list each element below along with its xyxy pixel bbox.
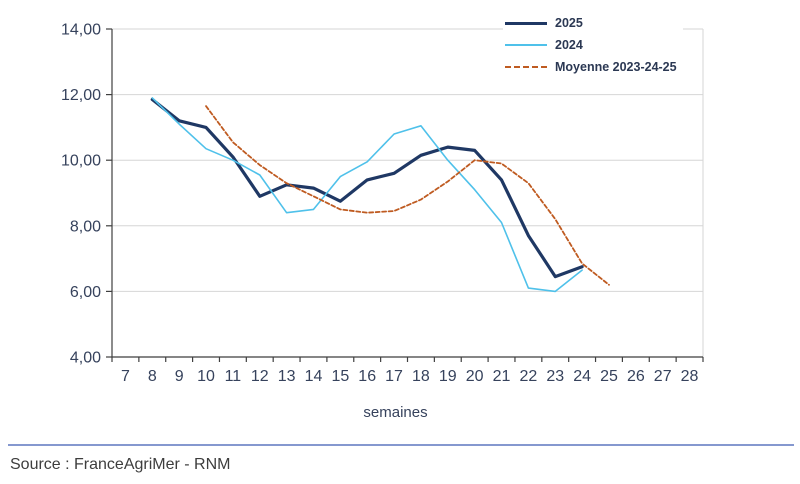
x-tick-label: 27 [654,368,672,385]
y-tick-label: 10,00 [61,153,101,170]
x-tick-label: 19 [439,368,457,385]
x-tick-label: 25 [600,368,618,385]
x-tick-label: 26 [627,368,645,385]
x-tick-label: 14 [305,368,323,385]
legend-line-moyenne-icon [505,66,547,68]
x-tick-label: 15 [331,368,349,385]
legend-item-moyenne: Moyenne 2023-24-25 [505,56,677,78]
x-tick-label: 17 [385,368,403,385]
x-tick-label: 9 [175,368,184,385]
x-tick-label: 16 [358,368,376,385]
x-tick-label: 28 [681,368,699,385]
x-tick-label: 7 [121,368,130,385]
x-tick-label: 23 [546,368,564,385]
y-tick-label: 6,00 [70,284,101,301]
x-tick-label: 11 [225,368,242,385]
series-line-moyenne-2023-24-25 [205,105,610,286]
y-tick-label: 8,00 [70,218,101,235]
x-tick-label: 24 [573,368,591,385]
x-tick-label: 22 [519,368,537,385]
legend-line-2025-icon [505,21,547,25]
legend-item-2025: 2025 [505,12,677,34]
x-tick-label: 21 [493,368,511,385]
y-tick-label: 4,00 [70,350,101,367]
series-line-2024 [151,97,583,293]
y-tick-label: 14,00 [61,22,101,39]
legend-item-2024: 2024 [505,34,677,56]
y-tick-label: 12,00 [61,87,101,104]
x-tick-label: 12 [251,368,269,385]
legend-label-2025: 2025 [555,16,583,30]
series-line-2025 [150,97,584,279]
x-tick-label: 10 [197,368,215,385]
line-chart: 14,00 12,00 10,00 8,00 6,00 4,00 7 8 9 10 11 12 13 14… [61,22,704,385]
source-text: Source : FranceAgriMer - RNM [10,456,231,473]
x-tick-label: 18 [412,368,430,385]
x-tick-label: 8 [148,368,157,385]
chart-legend: 2025 2024 Moyenne 2023-24-25 [503,10,683,80]
x-axis-title: semaines [363,404,428,421]
legend-label-2024: 2024 [555,38,583,52]
x-tick-label: 20 [466,368,484,385]
legend-line-2024-icon [505,44,547,46]
footer-divider [8,444,794,446]
legend-label-moyenne: Moyenne 2023-24-25 [555,60,677,74]
x-tick-label: 13 [278,368,296,385]
